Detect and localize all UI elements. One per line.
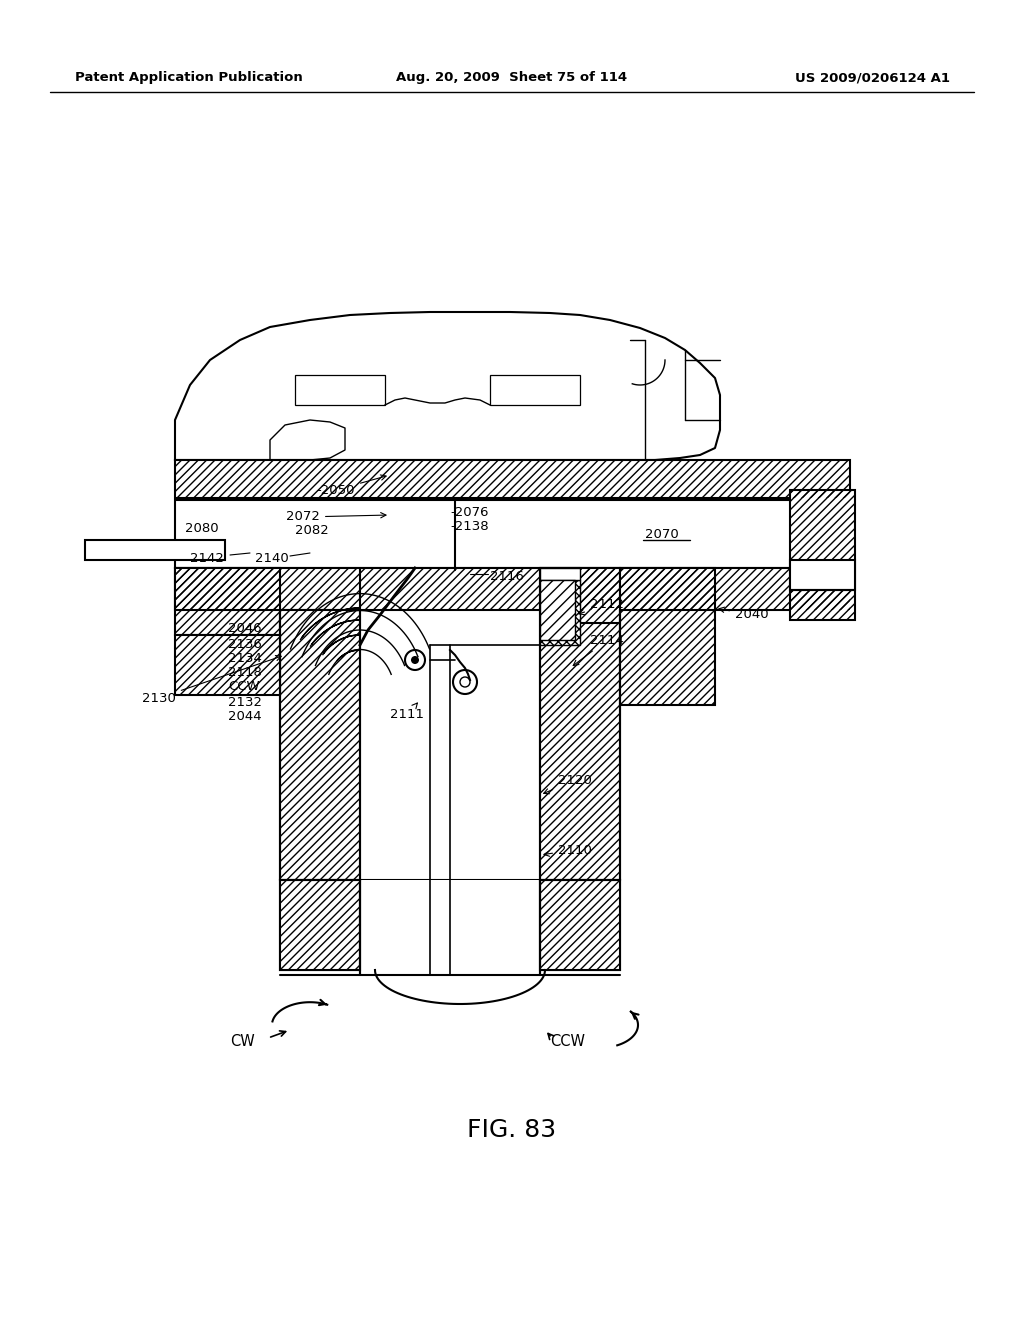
Bar — [280, 880, 620, 970]
Bar — [490, 375, 580, 405]
Text: 2112: 2112 — [579, 598, 624, 615]
Text: 2046: 2046 — [228, 622, 261, 635]
Bar — [280, 610, 360, 880]
Circle shape — [411, 656, 419, 664]
Text: 2132: 2132 — [228, 697, 262, 710]
Text: 2110: 2110 — [544, 843, 592, 857]
Bar — [540, 880, 620, 970]
Bar — [280, 880, 360, 970]
Text: 2044: 2044 — [228, 710, 261, 723]
Text: CCW: CCW — [550, 1035, 585, 1049]
Bar — [295, 375, 385, 405]
Bar — [175, 568, 850, 610]
Bar — [175, 635, 280, 696]
Text: 2116: 2116 — [490, 570, 524, 583]
Bar — [790, 490, 855, 620]
Bar — [175, 459, 850, 498]
Bar — [175, 500, 850, 568]
Bar — [280, 610, 360, 880]
Bar — [175, 568, 850, 610]
Bar — [540, 568, 620, 880]
Bar — [790, 560, 855, 590]
Text: 2114: 2114 — [573, 634, 624, 665]
Text: 2118: 2118 — [228, 667, 262, 680]
Bar — [790, 490, 855, 620]
Bar — [540, 568, 580, 579]
Text: 2111: 2111 — [390, 704, 424, 722]
Text: 2130: 2130 — [142, 656, 282, 705]
Bar — [620, 568, 715, 705]
Text: Aug. 20, 2009  Sheet 75 of 114: Aug. 20, 2009 Sheet 75 of 114 — [396, 71, 628, 84]
Text: 2134: 2134 — [228, 652, 262, 665]
Bar — [175, 635, 280, 696]
Text: 2082: 2082 — [295, 524, 329, 536]
Bar — [620, 568, 715, 705]
Text: 2120: 2120 — [544, 774, 592, 793]
Bar — [360, 880, 540, 975]
Text: -2076: -2076 — [450, 507, 488, 520]
Text: US 2009/0206124 A1: US 2009/0206124 A1 — [795, 71, 950, 84]
Text: CCW: CCW — [228, 681, 260, 693]
Text: 2080: 2080 — [185, 521, 219, 535]
Text: -2138: -2138 — [450, 520, 488, 533]
Bar — [540, 568, 580, 623]
Text: 2070: 2070 — [645, 528, 679, 541]
Bar — [540, 579, 575, 640]
Text: 2040: 2040 — [719, 607, 769, 622]
Bar — [175, 459, 850, 498]
Bar — [540, 579, 580, 645]
Text: -2050: -2050 — [316, 475, 386, 496]
Text: 2072: 2072 — [286, 511, 386, 524]
Bar — [85, 540, 225, 560]
Text: 2140: 2140 — [255, 552, 289, 565]
Text: 2142: 2142 — [190, 552, 224, 565]
Bar — [540, 568, 620, 880]
Bar — [175, 568, 280, 635]
Bar — [280, 880, 360, 970]
Text: FIG. 83: FIG. 83 — [467, 1118, 557, 1142]
Polygon shape — [175, 312, 720, 459]
Bar — [540, 880, 620, 970]
Bar — [175, 568, 280, 635]
Text: Patent Application Publication: Patent Application Publication — [75, 71, 303, 84]
Bar — [360, 610, 540, 880]
Text: CW: CW — [230, 1035, 255, 1049]
Text: 2136: 2136 — [228, 638, 262, 651]
